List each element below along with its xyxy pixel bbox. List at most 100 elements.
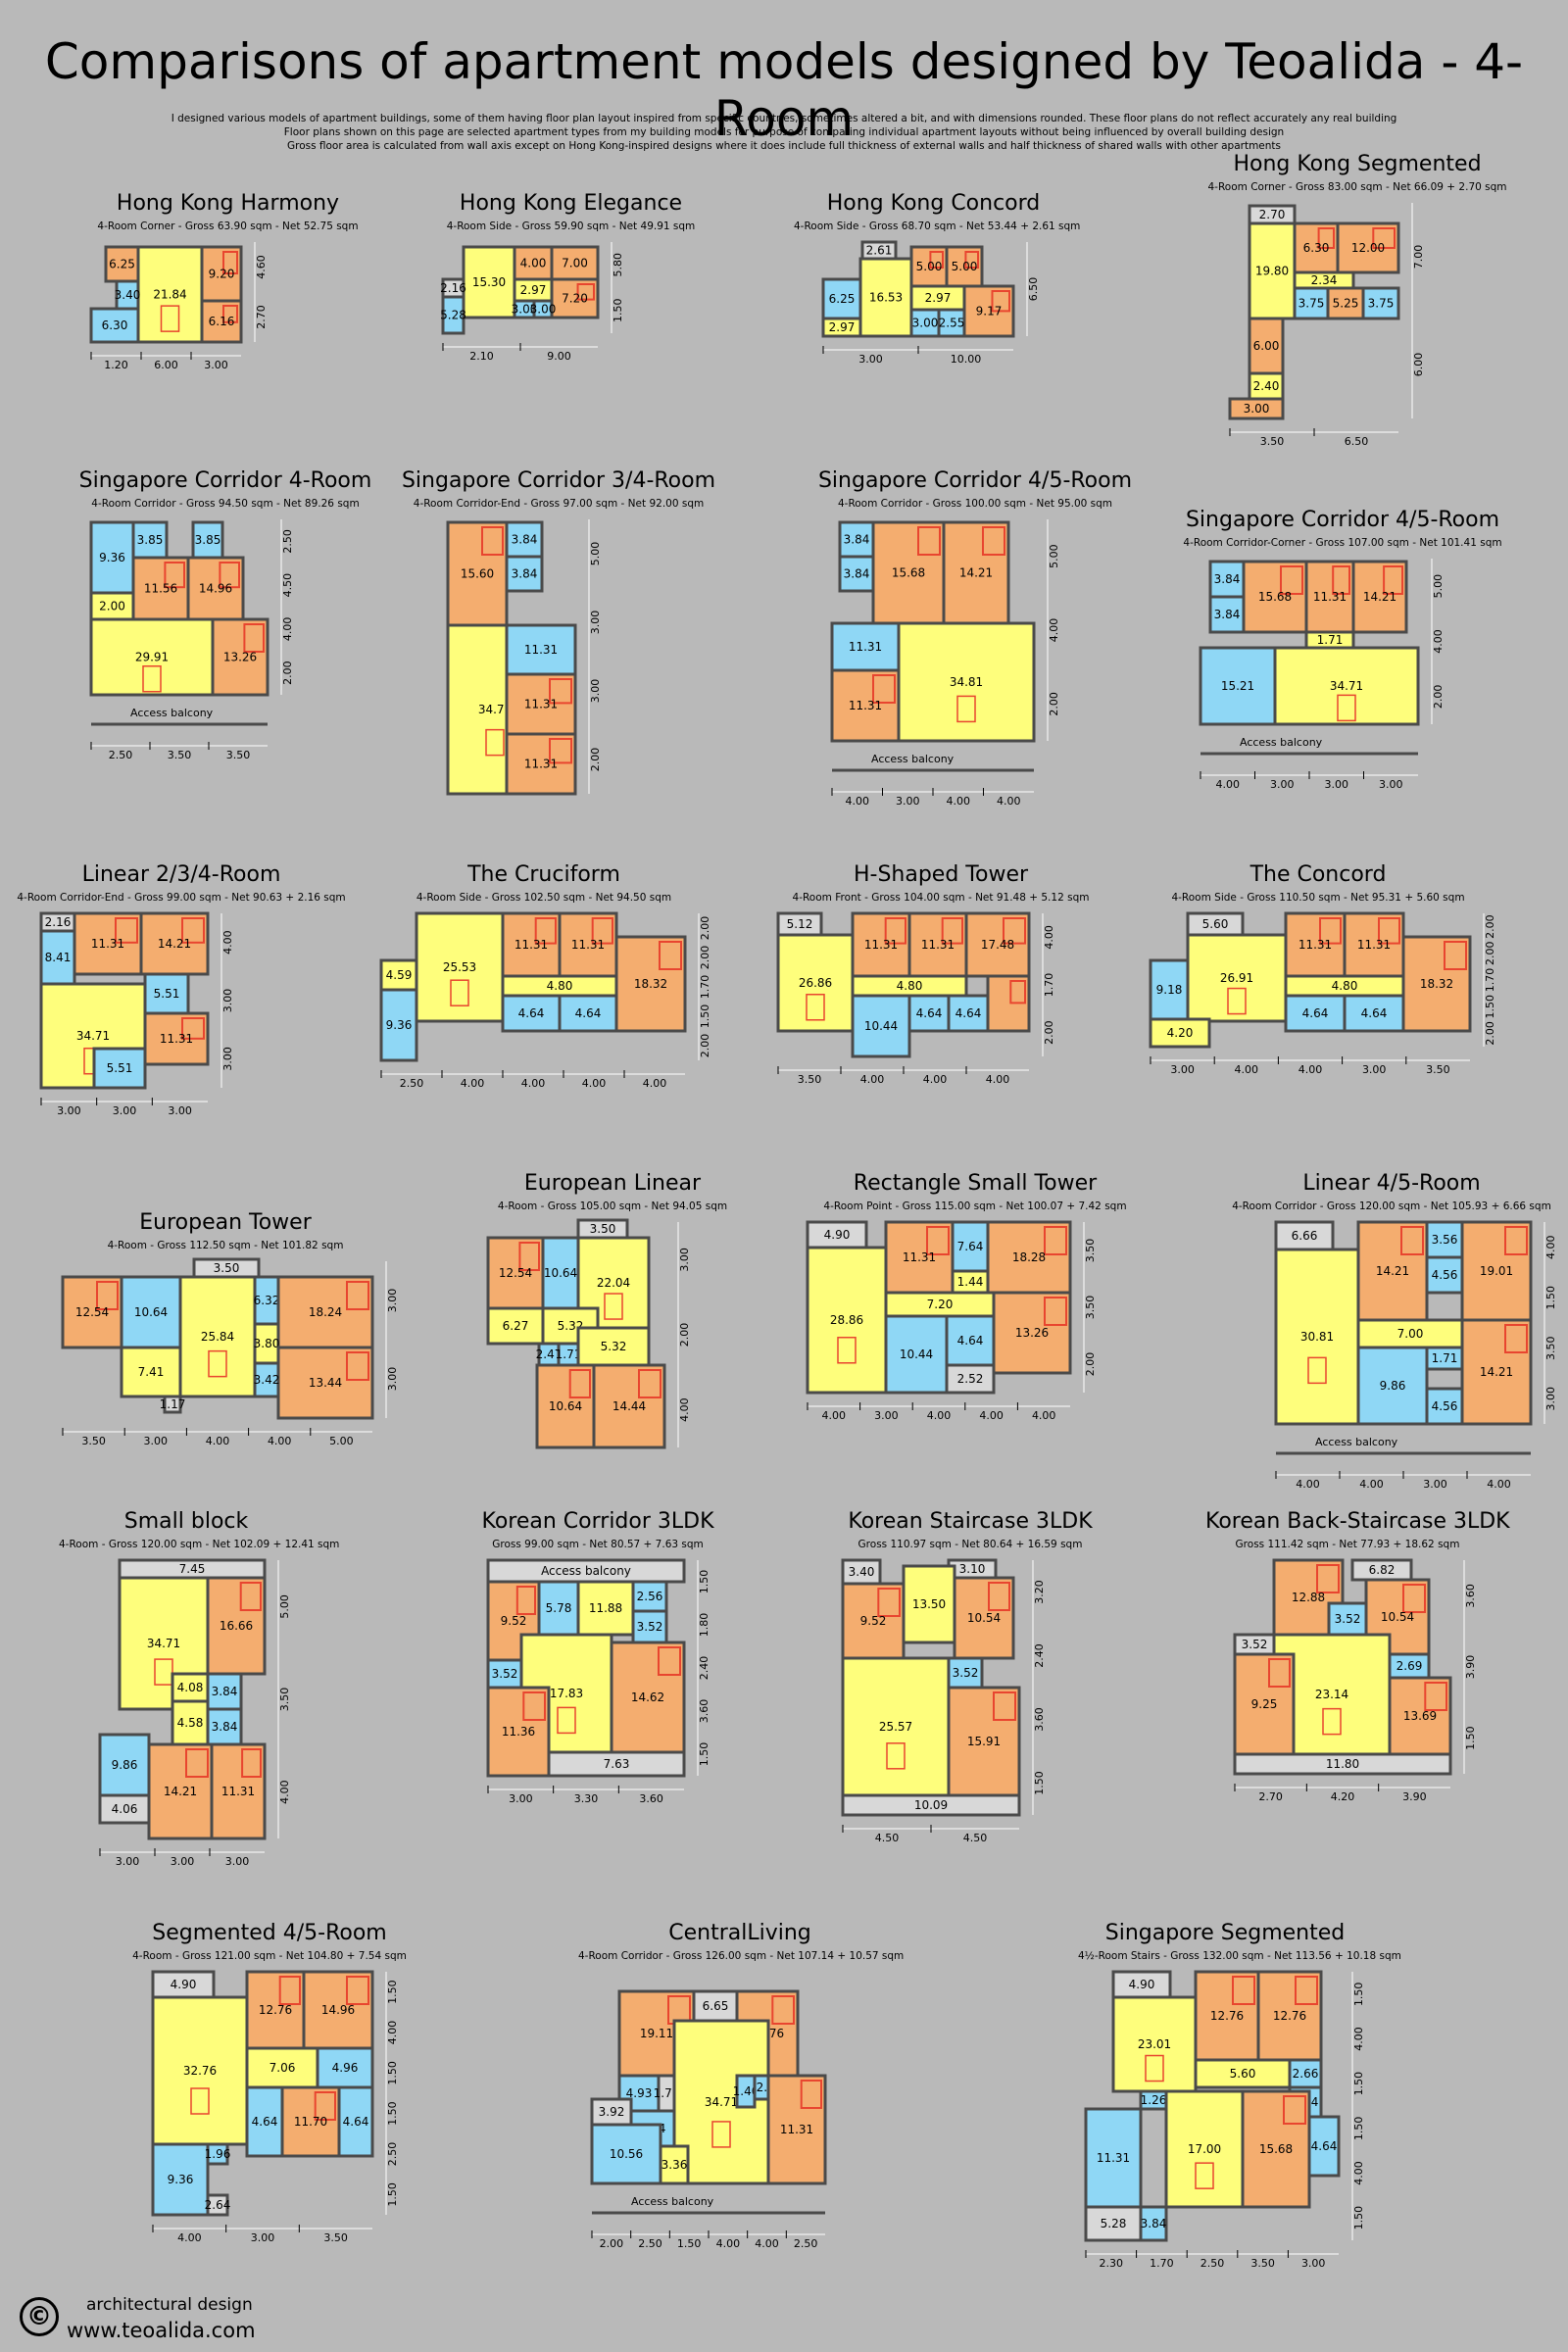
room-area xyxy=(337,2085,374,2158)
bed-icon xyxy=(164,562,185,589)
dimension-label: 1.50 xyxy=(1352,2206,1365,2230)
model-subtitle: 4½-Room Stairs - Gross 132.00 sqm - Net … xyxy=(1078,1950,1401,1962)
copyright-icon: © xyxy=(20,2297,59,2336)
dimension-label: 4.00 xyxy=(1043,925,1055,950)
room: 11.31 xyxy=(1084,2107,1143,2209)
room: 11.31 xyxy=(1284,911,1347,978)
bed-icon xyxy=(771,1995,796,2025)
room: 3.84 xyxy=(206,1672,243,1711)
dining-table-icon xyxy=(160,305,180,332)
room-area-label: Access balcony xyxy=(541,1564,631,1578)
room-area-label: 19.80 xyxy=(1255,265,1289,278)
room: 13.69 xyxy=(1388,1676,1452,1756)
room-area-label: 3.50 xyxy=(214,1261,240,1275)
room: 7.41 xyxy=(120,1346,182,1398)
room: 5.51 xyxy=(92,1047,147,1090)
room-area-label: 3.84 xyxy=(1141,2217,1167,2230)
room: 1.44 xyxy=(951,1269,990,1295)
room-area xyxy=(964,911,1031,978)
room: 4.80 xyxy=(501,974,618,998)
room-area-label: 3.52 xyxy=(492,1667,518,1681)
room: 9.36 xyxy=(379,988,418,1062)
room-area xyxy=(1194,2058,1292,2089)
dimension-label: 4.00 xyxy=(678,1397,691,1422)
room-area xyxy=(947,1686,1021,1797)
room: 6.25 xyxy=(104,245,140,283)
room: 4.64 xyxy=(1343,994,1405,1033)
room: 14.21 xyxy=(139,911,210,976)
room: 2.55 xyxy=(937,308,966,338)
dimension-label: 3.00 xyxy=(1423,1478,1447,1491)
room-area-label: 7.64 xyxy=(957,1240,984,1253)
room-area xyxy=(206,1672,243,1711)
room: 34.71 xyxy=(1273,646,1420,726)
room: 3.36 xyxy=(659,2144,690,2185)
room-area-label: 34.71 xyxy=(147,1637,180,1650)
dimension-label: 3.50 xyxy=(226,749,251,761)
dimension-label: 4.00 xyxy=(461,1077,485,1090)
room: 32.76 xyxy=(151,1995,249,2146)
footer-tagline: architectural design xyxy=(86,2295,253,2315)
room-area-label: 11.31 xyxy=(780,2123,813,2136)
room-area-label: 2.97 xyxy=(520,283,547,297)
dimension-label: 3.00 xyxy=(589,679,602,704)
dimension-label: 4.00 xyxy=(927,1409,952,1422)
dimension-label: 4.00 xyxy=(643,1077,667,1090)
room-area-label: 3.75 xyxy=(1368,297,1395,311)
room-area-label: 10.09 xyxy=(914,1798,948,1812)
room-area xyxy=(841,1558,882,1586)
floor-plan-drawing: 15.60 3.84 3.84 34.71 11.31 11.31 11.31 5.00 3.0… xyxy=(446,519,602,796)
room-area xyxy=(120,1346,182,1398)
dining-table-icon xyxy=(1145,2054,1164,2082)
bed-icon xyxy=(929,251,944,269)
bed-icon xyxy=(1044,1226,1067,1255)
room: 3.80 xyxy=(253,1322,280,1365)
room: 4.64 xyxy=(245,2085,284,2158)
room: 15.68 xyxy=(1241,2089,1311,2209)
room: 15.91 xyxy=(947,1686,1021,1797)
room: 7.00 xyxy=(550,245,600,281)
room: 11.31 xyxy=(851,911,911,978)
model-subtitle: 4-Room Corridor-End - Gross 97.00 sqm - … xyxy=(413,498,705,510)
dining-table-icon xyxy=(956,695,976,723)
room-area xyxy=(1388,1652,1431,1680)
room-area xyxy=(532,299,554,319)
room-area-label: 16.53 xyxy=(869,291,903,305)
model-name: Singapore Corridor 4-Room xyxy=(78,468,372,493)
room-area xyxy=(951,1220,990,1273)
room-area xyxy=(631,1580,668,1613)
dimension-label: 3.00 xyxy=(509,1792,533,1805)
room: 6.32 xyxy=(253,1275,280,1326)
intro-text: I designed various models of apartment b… xyxy=(98,112,1470,153)
room-area xyxy=(947,994,990,1033)
room-area-label: 11.31 xyxy=(864,938,898,952)
room: 5.00 xyxy=(909,245,949,288)
dimension-label: 2.00 xyxy=(699,946,711,970)
dimension-label: 4.00 xyxy=(923,1073,948,1086)
room: 9.52 xyxy=(841,1582,906,1660)
dimension-label: 3.90 xyxy=(1402,1790,1427,1803)
room: 4.96 xyxy=(316,2046,374,2089)
bed-icon xyxy=(518,1242,541,1271)
room: 18.28 xyxy=(986,1220,1072,1295)
page-title: Comparisons of apartment models designed… xyxy=(44,33,1524,147)
room: 11.31 xyxy=(143,1011,210,1066)
dimension-label: 4.00 xyxy=(860,1073,885,1086)
model-name: Korean Back-Staircase 3LDK xyxy=(1205,1509,1510,1534)
room-area-label: 2.47 xyxy=(536,1348,563,1361)
room-area xyxy=(171,1672,210,1703)
room-area-label: 19.01 xyxy=(1480,1264,1513,1278)
room: 3.40 xyxy=(115,279,140,311)
room: 4.00 xyxy=(513,245,554,281)
footer-website-link[interactable]: www.teoalida.com xyxy=(67,2319,256,2342)
room-area-label: 7.45 xyxy=(179,1562,206,1576)
dimension-label: 4.00 xyxy=(846,795,870,808)
room-area-label: 12.54 xyxy=(499,1266,532,1280)
bed-icon xyxy=(1378,917,1400,945)
dimension-label: 2.00 xyxy=(1484,914,1496,939)
room-area-label: 18.32 xyxy=(1420,977,1453,991)
room: 11.70 xyxy=(280,2085,341,2158)
room: 11.31 xyxy=(766,2074,827,2185)
floor-plan-drawing: 5.12 26.86 11.31 11.31 17.48 4.80 10.44 4.64 4.6… xyxy=(776,911,1055,1086)
dimension-label: 6.00 xyxy=(1412,353,1425,377)
